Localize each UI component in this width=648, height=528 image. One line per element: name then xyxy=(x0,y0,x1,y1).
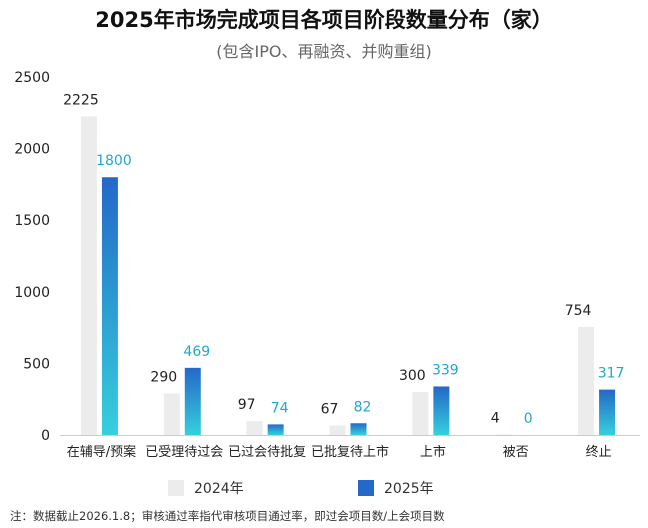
x-tick-label: 上市 xyxy=(420,444,446,460)
bars-group: 2225 1800 290 469 97 74 67 82 300 339 4 0 754 317 xyxy=(63,92,625,436)
bar-2025 xyxy=(599,389,616,435)
bar-2024 xyxy=(578,327,595,435)
y-tick-label: 2000 xyxy=(14,142,50,158)
legend-label-2024: 2024年 xyxy=(194,481,244,497)
bar-2025 xyxy=(267,424,284,435)
bar-2025 xyxy=(184,367,201,435)
y-tick-label: 500 xyxy=(23,356,50,372)
bar-2025 xyxy=(101,177,118,436)
data-label-2024: 2225 xyxy=(63,92,99,108)
data-label-2025: 82 xyxy=(354,399,372,415)
bar-2024 xyxy=(246,421,263,435)
bar-2024 xyxy=(80,116,97,435)
data-label-2025: 469 xyxy=(183,344,210,360)
bar-2024 xyxy=(412,392,429,435)
bar-chart: 0 500 1000 1500 2000 2500 2225 1800 290 469 97 74 6… xyxy=(14,70,640,460)
y-tick-label: 1500 xyxy=(14,213,50,229)
data-label-2024: 290 xyxy=(150,369,177,385)
data-label-2024: 754 xyxy=(565,303,592,319)
y-tick-label: 0 xyxy=(41,428,50,444)
footnote: 注：数据截止2026.1.8；审核通过率指代审核项目通过率，即过会项目数/上会项… xyxy=(10,509,445,523)
data-label-2025: 74 xyxy=(271,400,289,416)
chart-title: 2025年市场完成项目各项目阶段数量分布（家） xyxy=(95,8,553,32)
bar-2024 xyxy=(329,425,346,435)
x-axis: 在辅导/预案 已受理待过会 已过会待批复 已批复待上市 上市 被否 终止 xyxy=(60,435,640,460)
x-tick-label: 终止 xyxy=(586,444,612,460)
data-label-2025: 339 xyxy=(432,362,459,378)
legend-item-2024: 2024年 xyxy=(168,478,244,498)
legend-swatch-2025 xyxy=(358,480,374,496)
x-tick-label: 已批复待上市 xyxy=(311,444,389,460)
data-label-2024: 4 xyxy=(491,410,500,426)
legend-swatch-2024 xyxy=(168,480,184,496)
data-label-2024: 300 xyxy=(399,368,426,384)
bar-2025 xyxy=(433,386,450,435)
x-tick-label: 在辅导/预案 xyxy=(67,445,136,460)
bar-2024 xyxy=(163,393,180,435)
data-label-2025: 0 xyxy=(524,411,533,427)
y-tick-label: 2500 xyxy=(14,70,50,86)
data-label-2025: 1800 xyxy=(96,153,132,169)
bar-2025 xyxy=(350,423,367,435)
legend-label-2025: 2025年 xyxy=(384,481,434,497)
x-tick-label: 已受理待过会 xyxy=(145,445,223,460)
y-axis: 0 500 1000 1500 2000 2500 xyxy=(14,70,50,444)
data-label-2024: 67 xyxy=(321,401,339,417)
chart-subtitle: (包含IPO、再融资、并购重组) xyxy=(216,42,432,61)
x-tick-label: 已过会待批复 xyxy=(228,445,306,460)
y-tick-label: 1000 xyxy=(14,285,50,301)
legend: 2024年 2025年 xyxy=(0,478,648,498)
bar-2024 xyxy=(495,434,512,435)
data-label-2025: 317 xyxy=(598,366,625,382)
data-label-2024: 97 xyxy=(238,397,256,413)
legend-item-2025: 2025年 xyxy=(358,478,434,498)
x-tick-label: 被否 xyxy=(503,445,529,460)
